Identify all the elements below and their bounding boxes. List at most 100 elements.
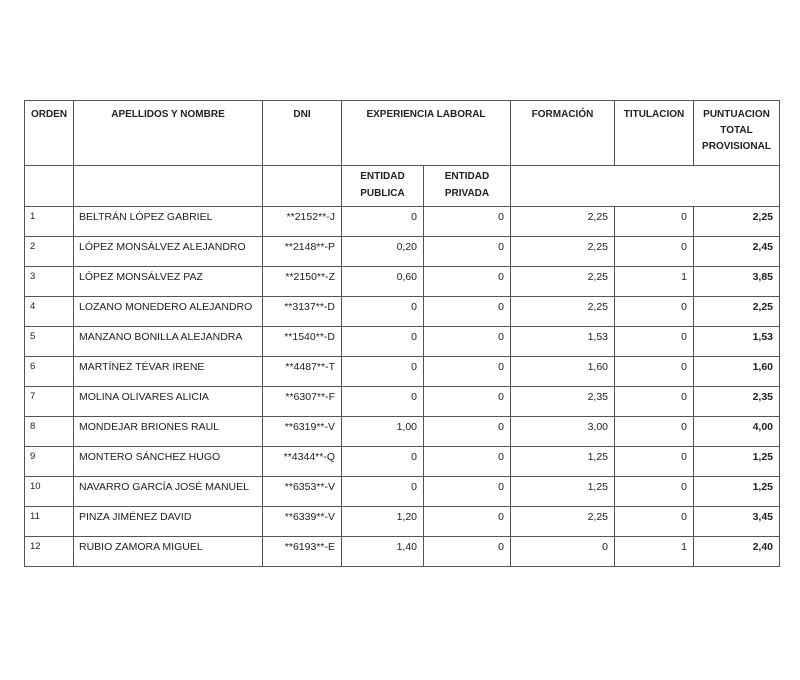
- cell-formacion: 2,25: [510, 506, 615, 537]
- header-puntuacion-line: PUNTUACION: [703, 109, 770, 120]
- cell-orden: 7: [24, 386, 74, 417]
- cell-formacion: 2,25: [510, 206, 615, 237]
- scores-table: ORDEN APELLIDOS Y NOMBRE DNI EXPERIENCIA…: [24, 100, 780, 567]
- cell-nombre: MONTERO SÁNCHEZ HUGO: [73, 446, 263, 477]
- table-row: 7 MOLINA OLIVARES ALICIA **6307**-F 0 0 2,35 0…: [24, 386, 780, 417]
- cell-dni: **6319**-V: [262, 416, 342, 447]
- cell-publica: 1,00: [341, 416, 424, 447]
- table-row: 8 MONDEJAR BRIONES RAUL **6319**-V 1,00 0 3,0…: [24, 416, 780, 447]
- header-puntuacion-line: TOTAL: [720, 125, 753, 136]
- cell-dni: **3137**-D: [262, 296, 342, 327]
- cell-total: 2,25: [693, 296, 780, 327]
- cell-titulacion: 0: [614, 326, 694, 357]
- cell-dni: **6353**-V: [262, 476, 342, 507]
- cell-nombre: PINZA JIMÉNEZ DAVID: [73, 506, 263, 537]
- header-formacion: FORMACIÓN: [510, 100, 615, 166]
- cell-formacion: 1,25: [510, 476, 615, 507]
- header-entidad-privada: ENTIDAD PRIVADA: [423, 165, 511, 207]
- table-row: 2 LÓPEZ MONSÁLVEZ ALEJANDRO **2148**-P 0,20…: [24, 236, 780, 267]
- cell-titulacion: 0: [614, 206, 694, 237]
- cell-orden: 12: [24, 536, 74, 567]
- table-row: 3 LÓPEZ MONSÁLVEZ PAZ **2150**-Z 0,60 0 2,25 1…: [24, 266, 780, 297]
- cell-publica: 0: [341, 206, 424, 237]
- cell-titulacion: 1: [614, 536, 694, 567]
- cell-titulacion: 0: [614, 506, 694, 537]
- cell-publica: 0: [341, 326, 424, 357]
- cell-privada: 0: [423, 266, 511, 297]
- table-row: 10 NAVARRO GARCÍA JOSÉ MANUEL **6353**-V 0 0…: [24, 476, 780, 507]
- cell-dni: **4344**-Q: [262, 446, 342, 477]
- cell-privada: 0: [423, 206, 511, 237]
- cell-publica: 1,40: [341, 536, 424, 567]
- cell-publica: 0,60: [341, 266, 424, 297]
- header-orden: ORDEN: [24, 100, 74, 166]
- cell-dni: **2150**-Z: [262, 266, 342, 297]
- cell-formacion: 1,25: [510, 446, 615, 477]
- cell-titulacion: 0: [614, 296, 694, 327]
- cell-titulacion: 0: [614, 356, 694, 387]
- cell-total: 4,00: [693, 416, 780, 447]
- cell-privada: 0: [423, 416, 511, 447]
- cell-orden: 2: [24, 236, 74, 267]
- cell-orden: 4: [24, 296, 74, 327]
- cell-publica: 1,20: [341, 506, 424, 537]
- header-line: PUBLICA: [360, 188, 405, 199]
- empty-cell: [262, 165, 342, 207]
- cell-nombre: LÓPEZ MONSÁLVEZ ALEJANDRO: [73, 236, 263, 267]
- cell-nombre: MANZANO BONILLA ALEJANDRA: [73, 326, 263, 357]
- empty-cell: [510, 165, 780, 207]
- empty-cell: [73, 165, 263, 207]
- cell-dni: **2148**-P: [262, 236, 342, 267]
- table-row: 6 MARTÍNEZ TÉVAR IRENE **4487**-T 0 0 1,60 0 1,…: [24, 356, 780, 387]
- cell-publica: 0: [341, 386, 424, 417]
- cell-titulacion: 0: [614, 386, 694, 417]
- cell-formacion: 2,25: [510, 296, 615, 327]
- cell-total: 1,60: [693, 356, 780, 387]
- cell-total: 2,40: [693, 536, 780, 567]
- cell-privada: 0: [423, 476, 511, 507]
- table-row: 1 BELTRÁN LÓPEZ GABRIEL **2152**-J 0 0 2,25 0 2…: [24, 206, 780, 237]
- cell-publica: 0: [341, 476, 424, 507]
- cell-nombre: LOZANO MONEDERO ALEJANDRO: [73, 296, 263, 327]
- cell-titulacion: 0: [614, 416, 694, 447]
- cell-publica: 0: [341, 446, 424, 477]
- header-line: PRIVADA: [444, 188, 490, 199]
- cell-privada: 0: [423, 236, 511, 267]
- cell-privada: 0: [423, 386, 511, 417]
- cell-formacion: 2,35: [510, 386, 615, 417]
- cell-orden: 9: [24, 446, 74, 477]
- table-row: 5 MANZANO BONILLA ALEJANDRA **1540**-D 0 0 1,…: [24, 326, 780, 357]
- cell-dni: **2152**-J: [262, 206, 342, 237]
- empty-cell: [24, 165, 74, 207]
- cell-orden: 8: [24, 416, 74, 447]
- cell-publica: 0: [341, 356, 424, 387]
- cell-total: 1,25: [693, 446, 780, 477]
- header-row: ORDEN APELLIDOS Y NOMBRE DNI EXPERIENCIA…: [24, 100, 780, 166]
- table-row: 4 LOZANO MONEDERO ALEJANDRO **3137**-D 0 0 2,…: [24, 296, 780, 327]
- cell-dni: **4487**-T: [262, 356, 342, 387]
- cell-titulacion: 0: [614, 446, 694, 477]
- cell-nombre: MONDEJAR BRIONES RAUL: [73, 416, 263, 447]
- header-nombre: APELLIDOS Y NOMBRE: [73, 100, 263, 166]
- cell-nombre: MOLINA OLIVARES ALICIA: [73, 386, 263, 417]
- cell-orden: 11: [24, 506, 74, 537]
- cell-privada: 0: [423, 296, 511, 327]
- subheader-row: ENTIDAD PUBLICA ENTIDAD PRIVADA: [24, 165, 780, 207]
- cell-total: 3,85: [693, 266, 780, 297]
- cell-nombre: NAVARRO GARCÍA JOSÉ MANUEL: [73, 476, 263, 507]
- cell-orden: 5: [24, 326, 74, 357]
- cell-orden: 1: [24, 206, 74, 237]
- table-row: 12 RUBIO ZAMORA MIGUEL **6193**-E 1,40 0 0 1 2,…: [24, 536, 780, 567]
- header-titulacion: TITULACION: [614, 100, 694, 166]
- header-line: ENTIDAD: [444, 171, 490, 182]
- cell-privada: 0: [423, 356, 511, 387]
- cell-dni: **6339**-V: [262, 506, 342, 537]
- header-line: ENTIDAD: [360, 171, 405, 182]
- cell-nombre: LÓPEZ MONSÁLVEZ PAZ: [73, 266, 263, 297]
- cell-dni: **1540**-D: [262, 326, 342, 357]
- cell-formacion: 1,60: [510, 356, 615, 387]
- cell-publica: 0: [341, 296, 424, 327]
- header-entidad-publica: ENTIDAD PUBLICA: [341, 165, 424, 207]
- cell-formacion: 3,00: [510, 416, 615, 447]
- cell-publica: 0,20: [341, 236, 424, 267]
